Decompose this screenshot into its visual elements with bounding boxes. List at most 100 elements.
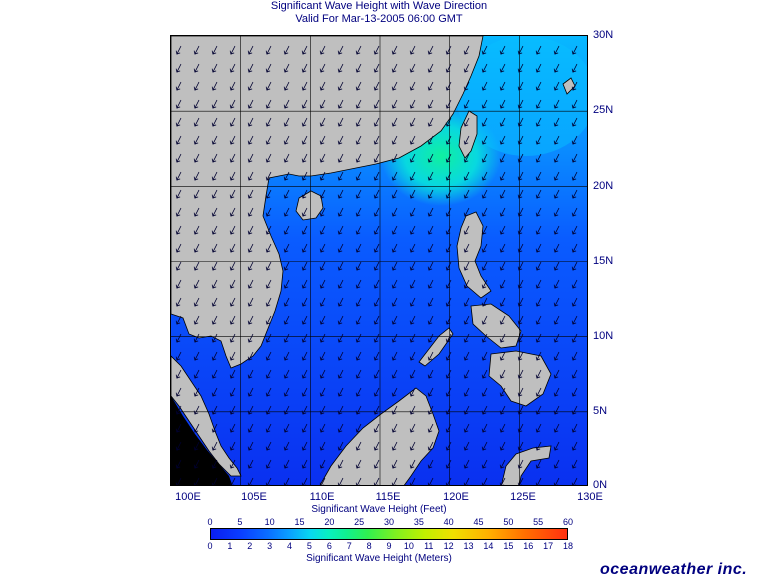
- wave-arrow: [427, 351, 434, 361]
- lat-label-30n: 30N: [593, 29, 614, 41]
- wave-arrow: [283, 153, 290, 163]
- lon-label-100e: 100E: [175, 491, 201, 503]
- wave-arrow: [517, 351, 524, 361]
- wave-arrow: [175, 297, 182, 307]
- wave-arrow: [463, 387, 470, 397]
- wave-arrow: [373, 225, 380, 235]
- wave-arrow: [571, 189, 578, 199]
- wave-arrow: [355, 297, 362, 307]
- wave-arrow: [319, 261, 326, 271]
- wave-arrow: [229, 279, 236, 289]
- wave-arrow: [553, 297, 560, 307]
- wave-arrow: [517, 279, 524, 289]
- wave-arrow: [337, 153, 344, 163]
- wave-arrow: [337, 135, 344, 145]
- wave-arrow: [445, 441, 452, 451]
- wave-arrow: [499, 45, 506, 55]
- wave-arrow: [265, 117, 272, 127]
- wave-arrow: [571, 63, 578, 73]
- wave-arrow: [445, 369, 452, 379]
- open-ocean-swell: [456, 36, 587, 156]
- wave-arrow: [247, 351, 254, 361]
- meter-tick: 6: [326, 541, 332, 551]
- wave-arrow: [517, 117, 524, 127]
- wave-arrow: [445, 459, 452, 469]
- wave-arrow: [247, 243, 254, 253]
- wave-arrow: [211, 153, 218, 163]
- wave-arrow: [247, 405, 254, 415]
- wave-arrow: [283, 99, 290, 109]
- wave-arrow: [445, 207, 452, 217]
- wave-arrow: [265, 369, 272, 379]
- feet-tick: 25: [354, 517, 365, 527]
- wave-arrow: [463, 261, 470, 271]
- wave-arrow: [481, 369, 488, 379]
- wave-arrow: [319, 333, 326, 343]
- wave-arrow: [247, 135, 254, 145]
- wave-arrow: [247, 297, 254, 307]
- wave-arrow: [319, 243, 326, 253]
- wave-arrow: [571, 261, 578, 271]
- valid-time: Valid For Mar-13-2005 06:00 GMT: [295, 13, 463, 25]
- wave-arrow: [391, 423, 398, 433]
- wave-arrow: [427, 45, 434, 55]
- wave-arrow: [535, 81, 542, 91]
- wave-arrow: [481, 279, 488, 289]
- wave-arrow: [445, 153, 452, 163]
- wave-arrow: [481, 261, 488, 271]
- wave-arrow: [175, 207, 182, 217]
- wave-arrow: [535, 153, 542, 163]
- wave-arrow: [463, 351, 470, 361]
- wave-arrow: [373, 477, 380, 485]
- wave-arrow: [319, 351, 326, 361]
- wave-arrow: [517, 333, 524, 343]
- wave-arrow: [193, 441, 200, 451]
- wave-arrow: [301, 441, 308, 451]
- wave-arrow: [391, 99, 398, 109]
- wave-arrow: [247, 441, 254, 451]
- wave-arrow: [481, 63, 488, 73]
- wave-arrow: [409, 369, 416, 379]
- wave-arrow: [319, 369, 326, 379]
- wave-arrow: [499, 423, 506, 433]
- wave-arrow: [265, 45, 272, 55]
- wave-arrow: [463, 333, 470, 343]
- wave-arrow: [229, 99, 236, 109]
- wave-arrow: [373, 135, 380, 145]
- wave-arrow: [373, 117, 380, 127]
- wave-arrow: [427, 369, 434, 379]
- wave-arrow: [571, 315, 578, 325]
- feet-tick: 10: [264, 517, 275, 527]
- wave-arrow: [211, 477, 218, 485]
- wave-arrow: [193, 81, 200, 91]
- wave-arrow: [553, 477, 560, 485]
- wave-arrow: [499, 117, 506, 127]
- wave-arrow: [337, 225, 344, 235]
- wave-arrow: [319, 207, 326, 217]
- wave-arrow: [481, 189, 488, 199]
- wave-arrow: [193, 423, 200, 433]
- wave-arrow: [499, 99, 506, 109]
- wave-arrow: [481, 225, 488, 235]
- wave-arrow: [553, 117, 560, 127]
- wave-arrow: [337, 459, 344, 469]
- wave-arrow: [409, 315, 416, 325]
- wave-arrow: [499, 207, 506, 217]
- meter-tick: 17: [543, 541, 554, 551]
- borneo: [319, 387, 440, 485]
- wave-arrow: [229, 387, 236, 397]
- wave-arrow: [391, 387, 398, 397]
- wave-arrow: [391, 261, 398, 271]
- wave-arrow: [337, 279, 344, 289]
- wave-arrow: [517, 153, 524, 163]
- wave-arrow: [445, 297, 452, 307]
- wave-arrow: [517, 477, 524, 485]
- wave-arrow: [283, 135, 290, 145]
- wave-arrow: [409, 297, 416, 307]
- wave-arrow: [265, 99, 272, 109]
- wave-arrow: [337, 45, 344, 55]
- wave-arrow: [499, 189, 506, 199]
- meter-tick: 3: [267, 541, 273, 551]
- wave-arrow: [355, 423, 362, 433]
- wave-arrow: [373, 387, 380, 397]
